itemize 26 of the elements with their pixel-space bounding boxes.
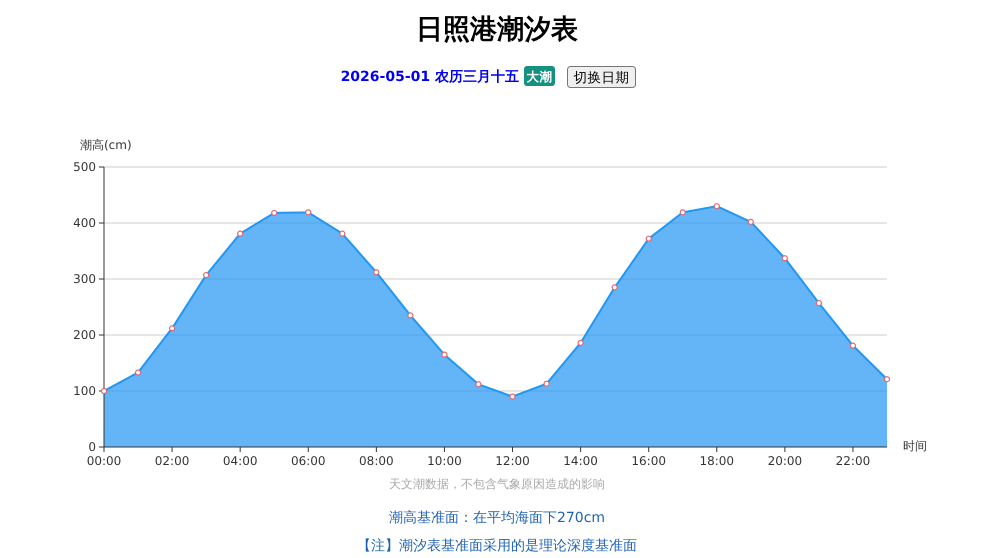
x-tick-label: 16:00 xyxy=(631,454,666,468)
y-tick-label: 200 xyxy=(73,328,96,342)
y-tick-label: 0 xyxy=(88,440,96,454)
x-tick-label: 00:00 xyxy=(86,454,122,468)
x-axis-title: 时间 xyxy=(903,439,927,453)
x-tick-label: 04:00 xyxy=(222,454,258,468)
x-tick-label: 06:00 xyxy=(290,454,326,468)
x-tick-label: 14:00 xyxy=(563,454,598,468)
text: 【注】潮汐表基准面采用的是理论深度基准面 xyxy=(357,538,637,554)
chart-title: 日照港潮汐表 xyxy=(416,14,578,45)
chart-subtitle: 2026-05-01 农历三月十五 xyxy=(340,69,519,85)
y-tick-label: 100 xyxy=(73,384,96,398)
y-tick-label: 300 xyxy=(73,272,96,286)
x-tick-label: 10:00 xyxy=(427,454,462,468)
x-tick-label: 22:00 xyxy=(836,454,870,468)
text: 天文潮数据，不包含气象原因造成的影响 xyxy=(389,477,605,491)
x-tick-label: 18:00 xyxy=(699,454,734,468)
date-switch-button[interactable]: 切换日期 xyxy=(567,66,636,88)
y-axis-title: 潮高(cm) xyxy=(80,138,132,152)
x-tick-label: 02:00 xyxy=(154,454,190,468)
text: 潮高基准面：在平均海面下270cm xyxy=(388,510,606,526)
x-tick-label: 12:00 xyxy=(495,454,530,468)
x-tick-label: 20:00 xyxy=(768,454,802,468)
y-tick-label: 400 xyxy=(73,216,96,230)
y-tick-label: 500 xyxy=(73,160,96,174)
x-tick-label: 08:00 xyxy=(359,454,394,468)
